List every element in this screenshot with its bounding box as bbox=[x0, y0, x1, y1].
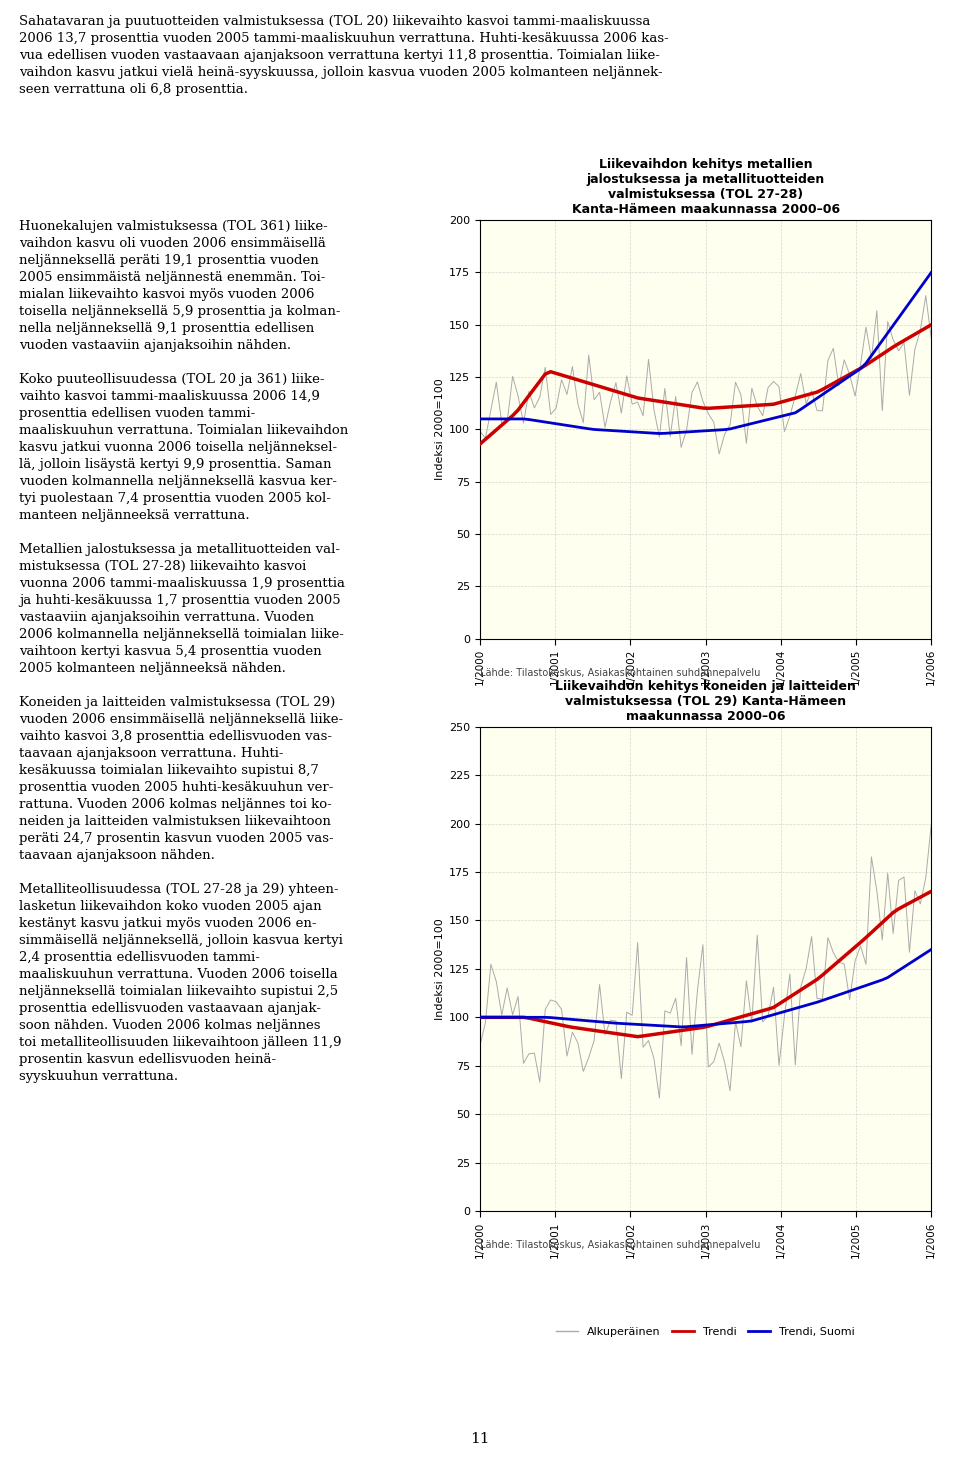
Text: 11: 11 bbox=[470, 1431, 490, 1446]
Text: Lähde: Tilastokeskus, Asiakaskohtainen suhdannepalvelu: Lähde: Tilastokeskus, Asiakaskohtainen s… bbox=[480, 1240, 760, 1251]
Legend: Alkuperäinen, Trendi, Trendi, Suomi: Alkuperäinen, Trendi, Trendi, Suomi bbox=[552, 731, 859, 750]
Y-axis label: Indeksi 2000=100: Indeksi 2000=100 bbox=[435, 379, 445, 480]
Legend: Alkuperäinen, Trendi, Trendi, Suomi: Alkuperäinen, Trendi, Trendi, Suomi bbox=[552, 1323, 859, 1342]
Title: Liikevaihdon kehitys koneiden ja laitteiden
valmistuksessa (TOL 29) Kanta-Hämeen: Liikevaihdon kehitys koneiden ja laittei… bbox=[555, 680, 856, 722]
Text: Lähde: Tilastokeskus, Asiakaskohtainen suhdannepalvelu: Lähde: Tilastokeskus, Asiakaskohtainen s… bbox=[480, 668, 760, 678]
Y-axis label: Indeksi 2000=100: Indeksi 2000=100 bbox=[435, 918, 444, 1020]
Title: Liikevaihdon kehitys metallien
jalostuksessa ja metallituotteiden
valmistuksessa: Liikevaihdon kehitys metallien jalostuks… bbox=[571, 159, 840, 216]
Text: Sahatavaran ja puutuotteiden valmistuksessa (TOL 20) liikevaihto kasvoi tammi-ma: Sahatavaran ja puutuotteiden valmistukse… bbox=[19, 15, 669, 95]
Text: Huonekalujen valmistuksessa (TOL 361) liike-
vaihdon kasvu oli vuoden 2006 ensim: Huonekalujen valmistuksessa (TOL 361) li… bbox=[19, 220, 348, 1083]
